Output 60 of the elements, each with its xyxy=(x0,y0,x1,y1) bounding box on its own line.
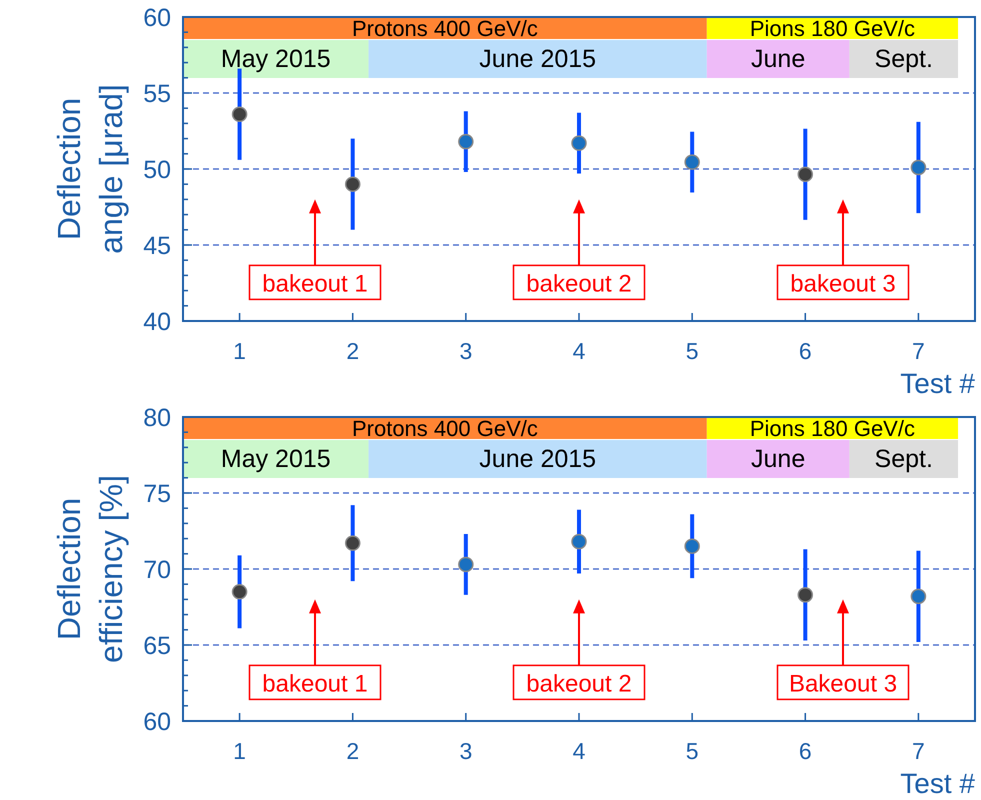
x-tick-label: 5 xyxy=(686,738,699,764)
x-tick-label: 7 xyxy=(912,738,925,764)
x-tick-label: 6 xyxy=(798,338,812,364)
annotation: bakeout 2 xyxy=(526,270,632,298)
x-tick-label: 1 xyxy=(233,738,246,764)
x-tick-label: 2 xyxy=(346,738,360,764)
band-label: Protons 400 GeV/c xyxy=(352,416,538,441)
point xyxy=(458,556,474,572)
band-label: June 2015 xyxy=(479,45,596,73)
band-label: Sept. xyxy=(874,45,933,73)
x-tick-label: 4 xyxy=(572,338,586,364)
point xyxy=(684,154,700,170)
y-tick-label: 55 xyxy=(143,80,171,108)
x-tick-label: 5 xyxy=(686,338,699,364)
y-tick-label: 50 xyxy=(143,156,171,184)
y-tick-label: 60 xyxy=(143,4,171,32)
y-tick-label: 75 xyxy=(143,480,171,508)
y-tick-label: 80 xyxy=(143,404,171,432)
y-axis-title: Deflection angle [μrad] xyxy=(51,84,129,254)
point xyxy=(571,135,587,151)
annotation: bakeout 2 xyxy=(526,670,632,698)
x-tick-label: 7 xyxy=(912,338,925,364)
point xyxy=(232,106,248,122)
x-tick-label: 3 xyxy=(459,338,472,364)
annotation: bakeout 1 xyxy=(262,270,368,298)
point xyxy=(232,584,248,600)
point xyxy=(910,160,926,176)
x-tick-label: 6 xyxy=(798,738,812,764)
x-tick-label: 4 xyxy=(572,738,586,764)
band-label: Protons 400 GeV/c xyxy=(352,16,538,41)
annotation: Bakeout 3 xyxy=(788,670,898,698)
y-tick-label: 65 xyxy=(143,632,171,660)
band-label: Pions 180 GeV/c xyxy=(750,16,915,41)
point xyxy=(571,534,587,550)
point xyxy=(798,166,814,182)
x-axis-title: Test # xyxy=(900,368,976,399)
x-tick-label: 1 xyxy=(233,338,246,364)
band-label: Pions 180 GeV/c xyxy=(750,416,915,441)
annotation: bakeout 1 xyxy=(262,670,368,698)
y-axis-title: Deflection efficiency [%] xyxy=(51,475,129,663)
x-tick-label: 2 xyxy=(346,338,360,364)
x-tick-label: 3 xyxy=(459,738,472,764)
band-label: June xyxy=(751,445,806,473)
band-label: June 2015 xyxy=(479,445,596,473)
band-label: Sept. xyxy=(874,445,933,473)
y-tick-label: 45 xyxy=(143,232,171,260)
annotation: bakeout 3 xyxy=(790,270,896,298)
point xyxy=(344,176,360,192)
band-label: June xyxy=(751,45,806,73)
band-label: May 2015 xyxy=(220,445,331,473)
point xyxy=(798,587,814,603)
x-axis-title: Test # xyxy=(900,768,976,799)
point xyxy=(344,535,360,551)
band-label: May 2015 xyxy=(220,45,331,73)
point xyxy=(684,538,700,554)
y-tick-label: 40 xyxy=(143,308,171,336)
y-tick-label: 70 xyxy=(143,556,171,584)
point xyxy=(458,134,474,150)
y-tick-label: 60 xyxy=(143,708,171,736)
point xyxy=(910,588,926,604)
